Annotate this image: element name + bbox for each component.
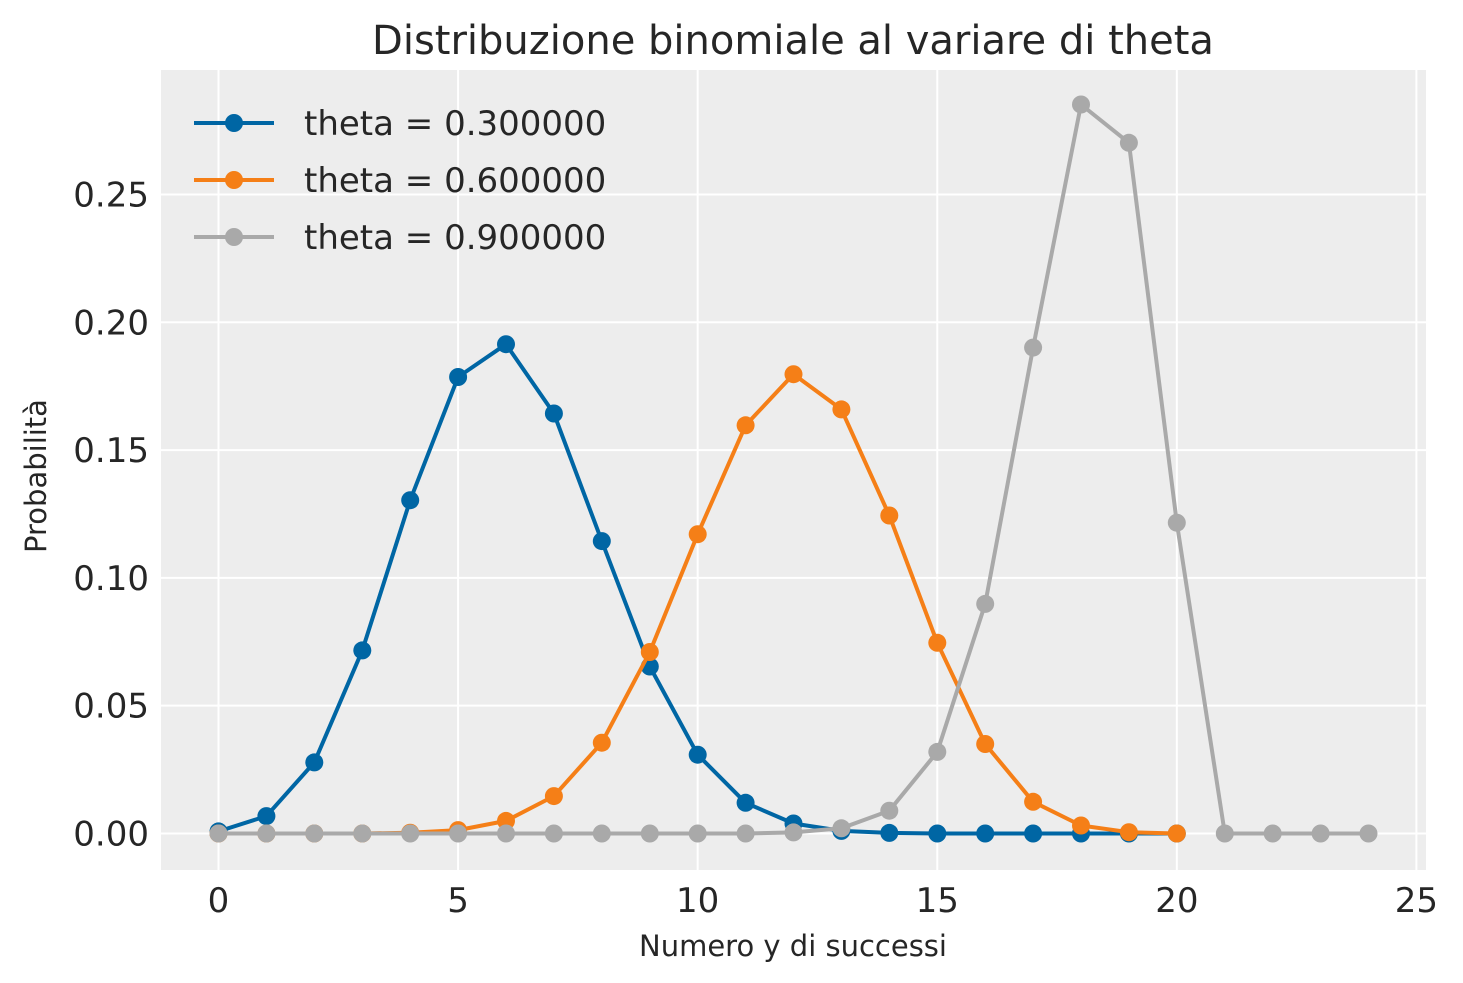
data-point [1167,513,1186,532]
chart-title: Distribuzione binomiale al variare di th… [372,18,1214,64]
data-point [976,824,995,843]
data-point [976,735,995,753]
x-axis-label: Numero y di successi [639,929,947,963]
data-point [497,824,515,843]
legend-label: theta = 0.600000 [304,161,606,201]
data-point [401,824,420,843]
data-point [688,525,707,544]
data-point [592,824,611,843]
data-point [832,400,851,419]
data-point [257,807,276,826]
data-point [592,532,611,551]
data-point [688,745,707,764]
data-point [497,335,515,354]
data-point [784,365,803,384]
data-point [736,793,755,812]
data-point [1263,824,1282,843]
y-tick-label: 0.05 [73,687,149,727]
data-point [497,811,515,830]
legend-item: theta = 0.300000 [194,104,606,144]
data-point [544,404,563,423]
x-tick-label: 5 [447,881,469,921]
series-group [209,95,1378,843]
data-point [449,824,468,843]
legend-marker [225,171,243,189]
data-point [401,491,420,510]
data-point [1072,816,1090,835]
data-point [688,824,707,843]
data-point [1024,792,1043,811]
legend-item: theta = 0.900000 [194,218,606,258]
legend-item: theta = 0.600000 [194,161,606,201]
legend-marker [225,114,243,132]
data-point [1167,824,1186,843]
legend-marker [225,228,243,246]
series-3 [209,95,1378,843]
data-point [1024,824,1043,843]
axis-ticks: 0 5 10 15 20 25 0.00 0.05 0.10 0.15 0.20 0.25 [73,175,1438,921]
x-tick-label: 20 [1155,881,1198,921]
plot-area [161,70,1426,870]
y-tick-label: 0.00 [73,814,149,854]
data-point [257,824,276,843]
data-point [544,824,563,843]
data-point [1072,95,1090,114]
data-point [976,594,995,613]
data-point [640,824,659,843]
data-point [353,641,372,660]
data-point [928,742,947,761]
x-tick-label: 0 [208,881,230,921]
y-tick-label: 0.20 [73,303,149,343]
data-point [1024,338,1043,357]
legend-label: theta = 0.300000 [304,104,606,144]
data-point [1119,823,1138,842]
y-tick-label: 0.10 [73,559,149,599]
legend-label: theta = 0.900000 [304,218,606,258]
data-point [832,819,851,838]
data-point [1359,824,1378,843]
data-point [928,824,947,843]
y-tick-label: 0.15 [73,431,149,471]
data-point [880,506,899,525]
data-point [1311,824,1330,843]
data-point [544,787,563,806]
data-point [592,733,611,752]
grid [161,70,1426,870]
data-point [305,753,324,772]
data-point [928,633,947,652]
data-point [305,824,324,843]
y-axis-label: Probabilità [19,399,53,553]
data-point [736,416,755,435]
data-point [353,824,372,843]
data-point [449,368,468,386]
data-point [736,824,755,843]
x-tick-label: 10 [676,881,719,921]
data-point [784,823,803,842]
x-tick-label: 25 [1395,881,1438,921]
legend: theta = 0.300000 theta = 0.600000 theta = … [194,104,606,258]
x-tick-label: 15 [916,881,959,921]
data-point [880,823,899,842]
y-tick-label: 0.25 [73,175,149,215]
data-point [1215,824,1234,843]
data-point [640,643,659,661]
data-point [880,801,899,820]
data-point [1119,133,1138,152]
data-point [209,824,228,843]
